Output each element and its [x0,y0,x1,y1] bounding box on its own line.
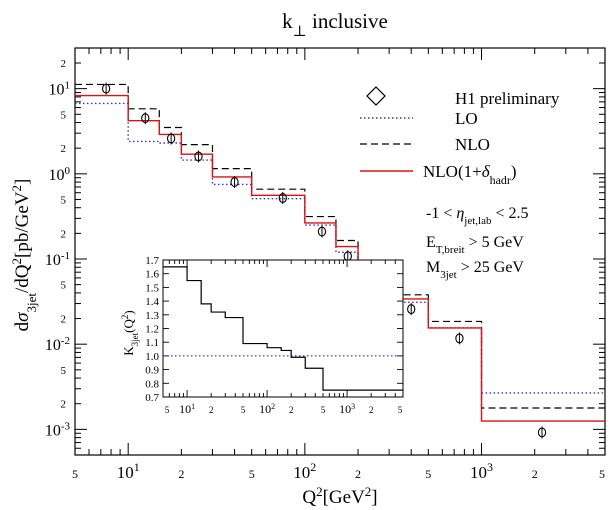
legend-marker-h1 [366,86,386,106]
y-tick-label: 5 [61,195,67,207]
inset-x-tick-label: 101 [179,402,195,417]
x-axis-label: Q2[GeV2] [302,484,377,509]
y-tick-label: 5 [61,109,67,121]
inset-y-tick-label: 0.7 [145,392,159,404]
x-tick-label: 5 [72,467,78,481]
y-tick-label: 5 [61,365,67,377]
y-tick-label: 100 [49,165,71,184]
x-tick-label: 5 [249,467,255,481]
legend-label-nlo: NLO [455,135,490,154]
y-tick-label: 2 [61,399,67,411]
data-point [278,192,287,205]
x-tick-label: 5 [599,467,605,481]
x-tick-label: 102 [293,460,316,482]
inset-x-tick-label: 102 [259,402,275,417]
inset-y-axis-label: K3jet(Q2) [120,310,140,355]
data-point [101,82,111,95]
legend-label-h1: H1 preliminary [455,89,560,108]
inset-x-tick-label: 5 [398,405,403,415]
inset-series [163,266,403,391]
y-tick-label: 5 [61,280,67,292]
legend-label-nlo-hadr: NLO(1+δhadr) [423,162,517,187]
inset-x-tick-label: 5 [165,405,170,415]
data-point [407,303,416,316]
inset-y-tick-label: 1.2 [145,324,159,336]
y-tick-label: 10-3 [45,420,71,439]
inset-y-tick-label: 0.8 [145,378,159,390]
y-axis-label: dσ3jet/dQ2[pb/GeV2] [9,179,39,332]
data-point [166,132,176,145]
main-plot-frame [74,47,606,456]
inset-x-tick-label: 2 [289,405,294,415]
inset-x-tick-label: 2 [369,405,374,415]
data-point [230,176,239,189]
inset-y-tick-label: 1.0 [145,351,159,363]
legend-label-lo: LO [455,109,478,128]
inset-x-tick-label: 2 [209,405,214,415]
y-tick-label: 10-2 [45,335,70,354]
data-point [317,225,327,238]
inset-y-tick-label: 1.4 [145,296,159,308]
annotation-mass-cut: M3jet > 25 GeV [426,259,524,281]
inset-y-tick-label: 1.1 [145,337,159,349]
y-tick-label: 2 [61,143,67,155]
annotation-et-cut: ET,breit > 5 GeV [426,234,524,256]
inset-k-factor-step [163,266,403,391]
data-point [455,332,464,345]
data-point [537,426,547,439]
inset-plot-frame [162,259,404,398]
inset-y-tick-label: 0.9 [145,365,159,377]
y-tick-label: 101 [49,80,71,99]
y-tick-label: 10-1 [45,250,70,269]
annotation-eta-cut: -1 < ηjet,lab < 2.5 [426,205,529,227]
legend: H1 preliminary LO NLO NLO(1+δhadr) [360,86,560,187]
inset-x-tick-label: 5 [321,405,326,415]
data-point [194,150,203,163]
inset-y-tick-label: 1.5 [145,282,159,294]
y-tick-label: 2 [61,314,67,326]
x-tick-label: 101 [117,460,140,482]
x-tick-label: 2 [532,467,538,481]
x-tick-label: 103 [470,460,493,482]
x-tick-label: 5 [425,467,431,481]
x-tick-label: 2 [355,467,361,481]
inset-x-tick-label: 103 [339,402,355,417]
chart-title: k⊥ inclusive [282,9,388,40]
y-tick-label: 2 [61,228,67,240]
series-solid-step [75,94,605,422]
data-point [141,112,150,125]
inset-y-tick-label: 1.6 [145,269,159,281]
inset-x-tick-label: 5 [241,405,246,415]
x-tick-label: 2 [178,467,184,481]
y-tick-label: 2 [61,58,67,70]
inset-y-tick-label: 1.7 [145,255,159,267]
inset-y-tick-label: 1.3 [145,310,159,322]
